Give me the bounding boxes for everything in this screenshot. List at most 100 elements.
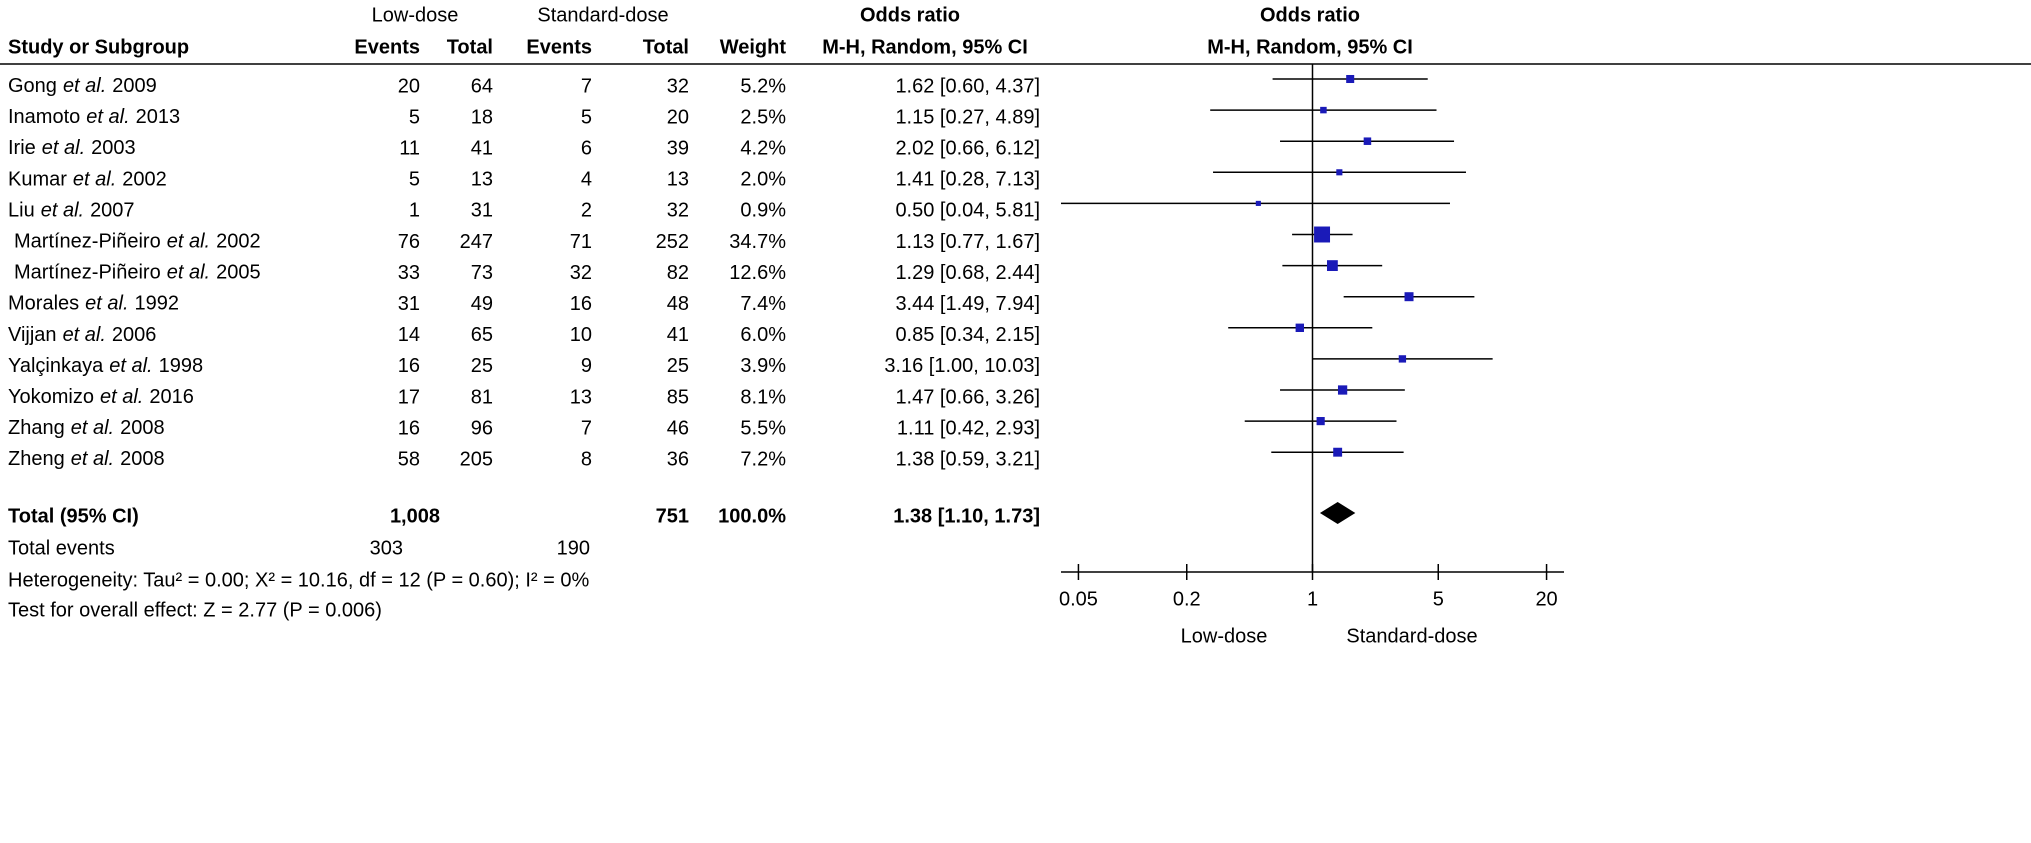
heterogeneity: Heterogeneity: Tau² = 0.00; Χ² = 10.16, … bbox=[8, 569, 590, 591]
odds-ratio: 0.50 [0.04, 5.81] bbox=[895, 200, 1040, 222]
weight: 5.5% bbox=[740, 417, 786, 439]
study-name: Yokomizo et al. 2016 bbox=[8, 386, 194, 408]
study-name: Martínez-Piñeiro et al. 2005 bbox=[14, 262, 261, 284]
author: Martínez-Piñeiro bbox=[14, 262, 161, 284]
column-header: Events bbox=[526, 36, 592, 58]
cell: 46 bbox=[667, 417, 689, 439]
cell: 39 bbox=[667, 137, 689, 159]
et-al: et al. bbox=[42, 137, 85, 159]
study-name: Zheng et al. 2008 bbox=[8, 448, 165, 470]
cell: 17 bbox=[398, 386, 420, 408]
x-tick-label: 1 bbox=[1307, 588, 1318, 610]
study-name: Gong et al. 2009 bbox=[8, 75, 157, 97]
odds-ratio: 1.29 [0.68, 2.44] bbox=[895, 262, 1040, 284]
odds-ratio: 3.16 [1.00, 10.03] bbox=[884, 355, 1040, 377]
year: 1998 bbox=[159, 355, 204, 377]
weight: 2.5% bbox=[740, 106, 786, 128]
point-estimate bbox=[1398, 355, 1407, 363]
weight: 12.6% bbox=[729, 262, 786, 284]
cell: 25 bbox=[471, 355, 493, 377]
author: Gong bbox=[8, 75, 57, 97]
weight: 0.9% bbox=[740, 200, 786, 222]
weight: 7.2% bbox=[740, 448, 786, 470]
odds-ratio: 1.15 [0.27, 4.89] bbox=[895, 106, 1040, 128]
year: 2008 bbox=[120, 448, 165, 470]
odds-ratio: 1.13 [0.77, 1.67] bbox=[895, 231, 1040, 253]
study-name: Irie et al. 2003 bbox=[8, 137, 136, 159]
cell: 73 bbox=[471, 262, 493, 284]
x-tick-label: 5 bbox=[1433, 588, 1444, 610]
total-events: 190 bbox=[557, 537, 590, 559]
weight: 4.2% bbox=[740, 137, 786, 159]
study-name: Liu et al. 2007 bbox=[8, 200, 135, 222]
cell: 48 bbox=[667, 293, 689, 315]
author: Liu bbox=[8, 200, 35, 222]
year: 2009 bbox=[112, 75, 157, 97]
study-name: Zhang et al. 2008 bbox=[8, 417, 165, 439]
cell: 36 bbox=[667, 448, 689, 470]
cell: 82 bbox=[667, 262, 689, 284]
x-tick-label: 20 bbox=[1535, 588, 1557, 610]
et-al: et al. bbox=[71, 417, 114, 439]
author: Kumar bbox=[8, 169, 67, 191]
cell: 247 bbox=[460, 231, 493, 253]
cell: 32 bbox=[667, 200, 689, 222]
odds-ratio: 1.11 [0.42, 2.93] bbox=[897, 417, 1040, 439]
odds-ratio: 2.02 [0.66, 6.12] bbox=[895, 137, 1040, 159]
cell: 252 bbox=[656, 231, 689, 253]
total-label: Total (95% CI) bbox=[8, 505, 139, 527]
cell: 2 bbox=[581, 200, 592, 222]
year: 2016 bbox=[149, 386, 194, 408]
x-right-label: Standard-dose bbox=[1346, 625, 1477, 647]
cell: 7 bbox=[581, 417, 592, 439]
x-tick-label: 0.05 bbox=[1059, 588, 1098, 610]
cell: 20 bbox=[398, 75, 420, 97]
cell: 41 bbox=[667, 324, 689, 346]
point-estimate bbox=[1346, 74, 1355, 84]
point-estimate bbox=[1337, 385, 1348, 395]
year: 2002 bbox=[122, 169, 167, 191]
point-estimate bbox=[1363, 137, 1372, 145]
weight: 3.9% bbox=[740, 355, 786, 377]
cell: 5 bbox=[581, 106, 592, 128]
odds-ratio: 3.44 [1.49, 7.94] bbox=[895, 293, 1040, 315]
point-estimate bbox=[1314, 226, 1331, 243]
et-al: et al. bbox=[41, 200, 84, 222]
study-name: Kumar et al. 2002 bbox=[8, 169, 167, 191]
cell: 5 bbox=[409, 169, 420, 191]
odds-ratio: 1.38 [0.59, 3.21] bbox=[895, 448, 1040, 470]
cell: 8 bbox=[581, 448, 592, 470]
total-events-label: Total events bbox=[8, 537, 115, 559]
cell: 205 bbox=[460, 448, 493, 470]
cell: 11 bbox=[399, 137, 420, 159]
total-std: 751 bbox=[656, 505, 689, 527]
cell: 9 bbox=[581, 355, 592, 377]
author: Yalçinkaya bbox=[8, 355, 104, 377]
year: 2003 bbox=[91, 137, 136, 159]
weight: 6.0% bbox=[740, 324, 786, 346]
cell: 16 bbox=[570, 293, 592, 315]
cell: 16 bbox=[398, 355, 420, 377]
et-al: et al. bbox=[167, 262, 210, 284]
cell: 5 bbox=[409, 106, 420, 128]
cell: 1 bbox=[409, 200, 420, 222]
weight: 2.0% bbox=[740, 169, 786, 191]
weight: 8.1% bbox=[740, 386, 786, 408]
year: 1992 bbox=[135, 293, 180, 315]
group-header: Low-dose bbox=[372, 4, 459, 26]
group-header: Standard-dose bbox=[537, 4, 668, 26]
cell: 25 bbox=[667, 355, 689, 377]
cell: 71 bbox=[570, 231, 592, 253]
cell: 32 bbox=[667, 75, 689, 97]
point-estimate bbox=[1333, 447, 1343, 457]
chart-title: Odds ratio bbox=[1260, 4, 1360, 26]
cell: 10 bbox=[570, 324, 592, 346]
et-al: et al. bbox=[63, 75, 106, 97]
author: Irie bbox=[8, 137, 36, 159]
total-events: 303 bbox=[370, 537, 403, 559]
x-left-label: Low-dose bbox=[1181, 625, 1268, 647]
cell: 32 bbox=[570, 262, 592, 284]
cell: 20 bbox=[667, 106, 689, 128]
year: 2008 bbox=[120, 417, 165, 439]
